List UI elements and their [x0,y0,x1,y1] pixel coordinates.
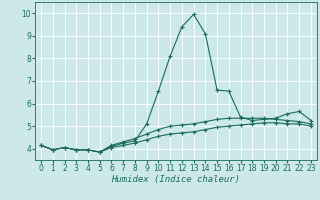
X-axis label: Humidex (Indice chaleur): Humidex (Indice chaleur) [111,175,241,184]
